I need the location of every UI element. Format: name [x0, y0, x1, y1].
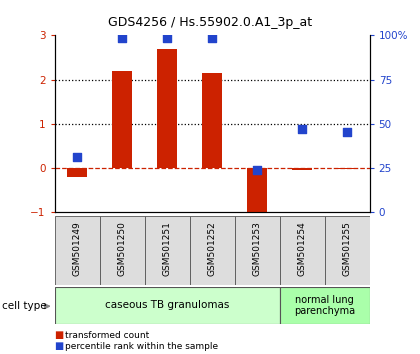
- Text: GSM501252: GSM501252: [207, 222, 217, 276]
- Point: [74, 154, 81, 160]
- Bar: [157, 48, 177, 168]
- Point: [254, 167, 260, 173]
- Text: GSM501253: GSM501253: [252, 222, 262, 276]
- Point: [299, 126, 305, 132]
- Text: GSM501250: GSM501250: [118, 222, 126, 276]
- Bar: [55, 287, 280, 324]
- Point: [119, 36, 126, 41]
- Text: GSM501251: GSM501251: [163, 222, 172, 276]
- Point: [164, 36, 171, 41]
- Text: GSM501255: GSM501255: [343, 222, 352, 276]
- Text: transformed count: transformed count: [65, 331, 150, 340]
- Text: normal lung
parenchyma: normal lung parenchyma: [294, 295, 355, 316]
- Bar: [55, 216, 100, 285]
- Text: GDS4256 / Hs.55902.0.A1_3p_at: GDS4256 / Hs.55902.0.A1_3p_at: [108, 16, 312, 29]
- Bar: [67, 168, 87, 177]
- Bar: [280, 287, 370, 324]
- Bar: [144, 216, 189, 285]
- Bar: [337, 168, 357, 170]
- Bar: [292, 168, 312, 170]
- Text: percentile rank within the sample: percentile rank within the sample: [65, 342, 218, 351]
- Bar: [100, 216, 144, 285]
- Text: caseous TB granulomas: caseous TB granulomas: [105, 300, 229, 310]
- Point: [209, 36, 215, 41]
- Text: ■: ■: [55, 330, 64, 340]
- Bar: [280, 216, 325, 285]
- Bar: [112, 71, 132, 168]
- Text: GSM501249: GSM501249: [73, 222, 81, 276]
- Text: GSM501254: GSM501254: [298, 222, 307, 276]
- Bar: [235, 216, 280, 285]
- Bar: [247, 168, 267, 215]
- Bar: [325, 216, 370, 285]
- Bar: [189, 216, 235, 285]
- Bar: [202, 73, 222, 168]
- Text: ■: ■: [55, 341, 64, 351]
- Point: [344, 129, 350, 135]
- Text: cell type: cell type: [2, 301, 47, 311]
